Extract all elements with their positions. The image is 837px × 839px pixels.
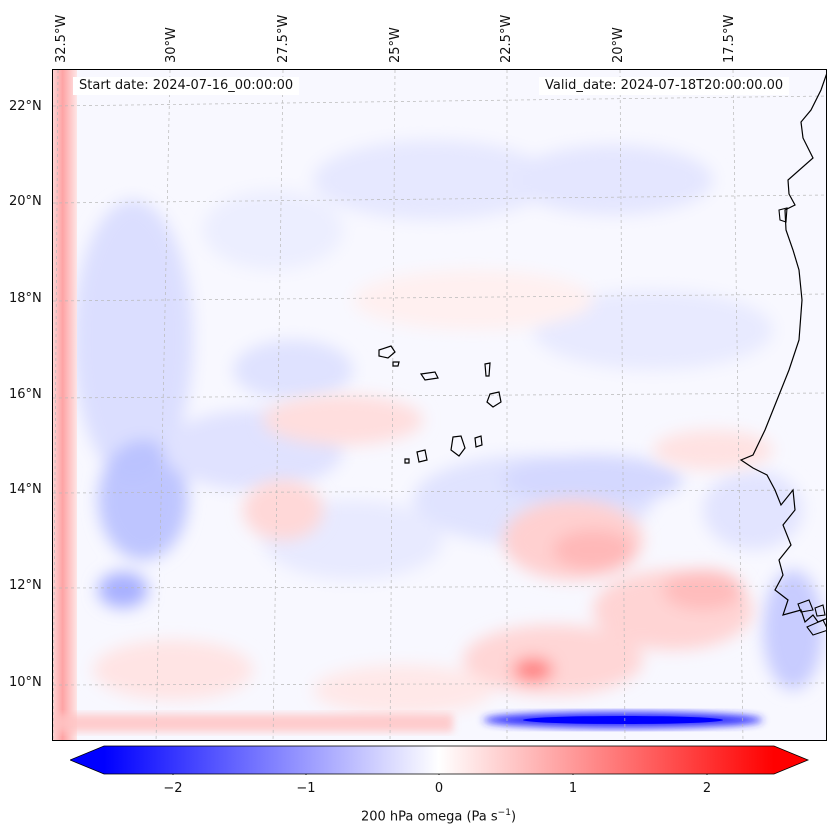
colorbar-label: 200 hPa omega (Pa s−1): [0, 808, 837, 824]
graticule: [53, 70, 826, 740]
left-boundary-strip: [53, 70, 77, 740]
colorbar-tick-0: 0: [434, 781, 444, 796]
colorbar: [70, 745, 810, 775]
bottom-red-strip: [53, 714, 453, 732]
lon-label-30w: 30°W: [164, 27, 179, 63]
colorbar-label-sup: −1: [497, 808, 511, 818]
colorbar-min-extension: [70, 746, 104, 774]
start-date-label: Start date: 2024-07-16_00:00:00: [73, 77, 300, 95]
colorbar-tick-1: 1: [568, 781, 578, 796]
lon-label-22-5w: 22.5°W: [499, 14, 514, 63]
lon-label-20w: 20°W: [611, 27, 626, 63]
lat-label-16n: 16°N: [9, 387, 42, 402]
colorbar-ticks: [172, 774, 708, 775]
lat-label-14n: 14°N: [9, 482, 42, 497]
colorbar-label-end: ): [510, 809, 517, 825]
lon-label-17-5w: 17.5°W: [722, 14, 737, 63]
bottom-blue-core: [523, 716, 723, 724]
colorbar-body: [104, 746, 774, 774]
lat-label-18n: 18°N: [9, 291, 42, 306]
colorbar-outline: [70, 745, 810, 775]
lat-label-10n: 10°N: [9, 675, 42, 690]
coastal-islands: [778, 207, 826, 636]
colorbar-tick-minus-1: −1: [296, 781, 316, 796]
omega-field-map: [53, 70, 826, 740]
colorbar-label-main: 200 hPa omega (Pa s: [360, 809, 498, 825]
valid-date-label: Valid_date: 2024-07-18T20:00:00.00: [539, 77, 790, 95]
colorbar-tick-2: 2: [702, 781, 712, 796]
lat-label-12n: 12°N: [9, 578, 42, 593]
lat-label-22n: 22°N: [9, 99, 42, 114]
africa-coastline: [739, 73, 826, 624]
map-panel: [52, 69, 827, 741]
colorbar-tick-minus-2: −2: [163, 781, 183, 796]
lon-label-25w: 25°W: [388, 27, 403, 63]
lon-label-32-5w: 32.5°W: [54, 14, 69, 63]
cape-verde-islands: [378, 345, 502, 464]
lat-label-20n: 20°N: [9, 194, 42, 209]
colorbar-max-extension: [774, 746, 808, 774]
lon-label-27-5w: 27.5°W: [276, 14, 291, 63]
